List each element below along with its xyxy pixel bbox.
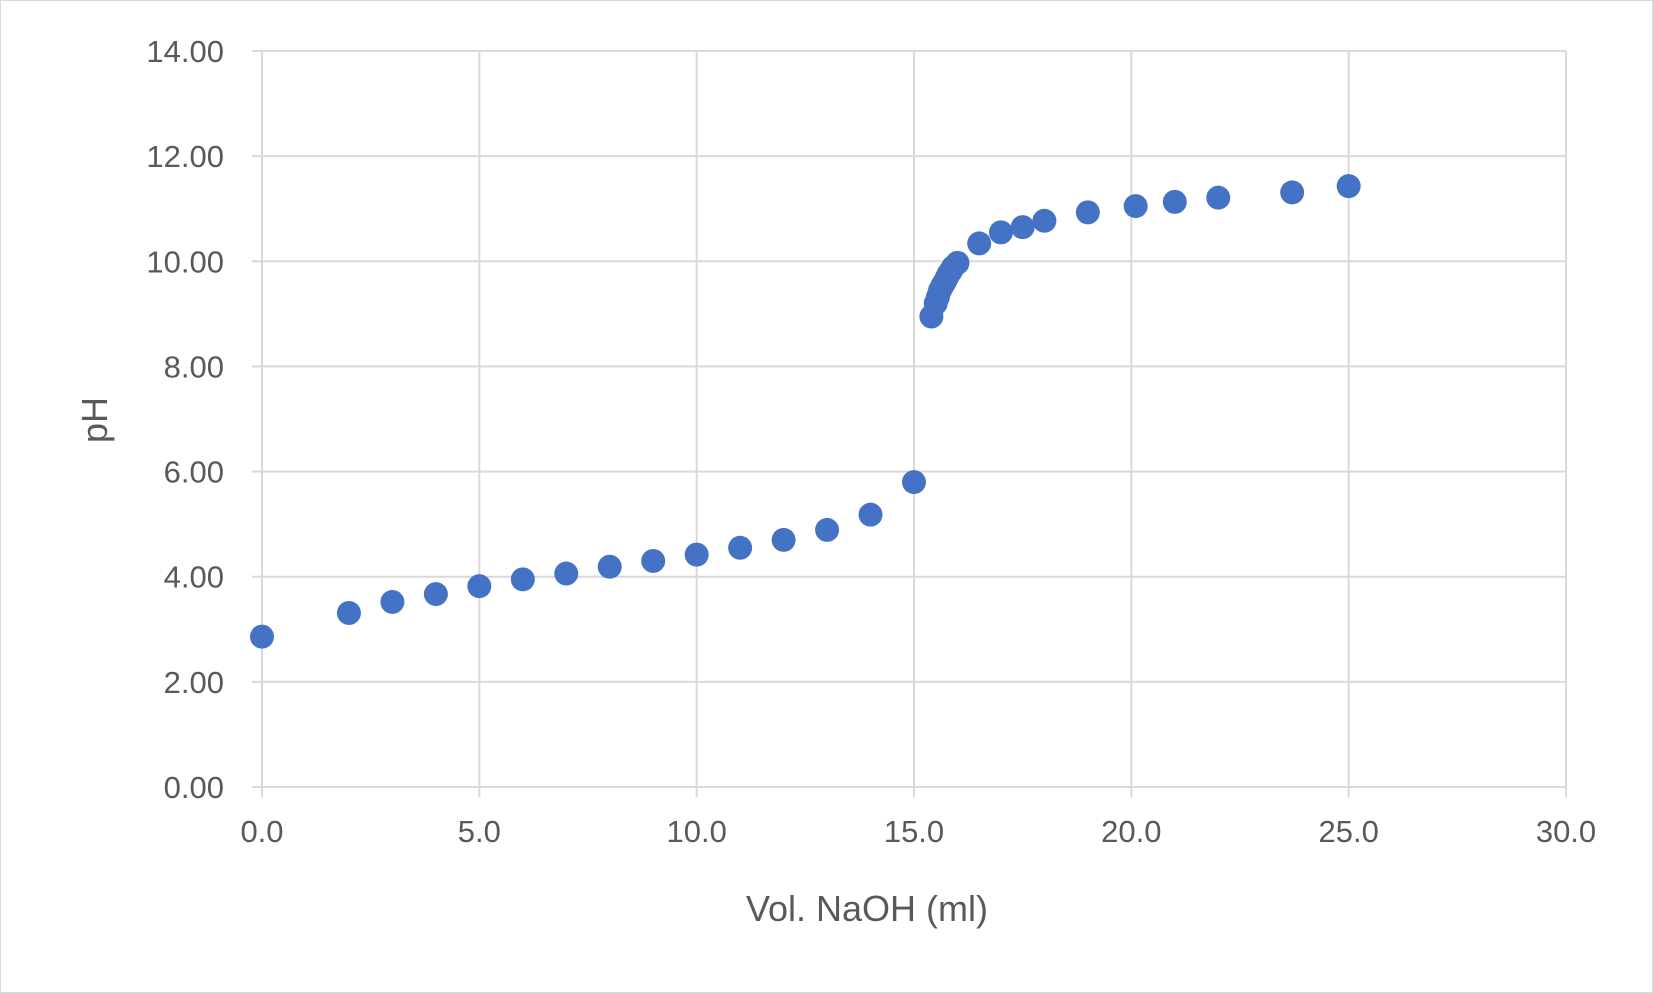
y-tick-label: 4.00 <box>164 560 224 595</box>
x-axis-title: Vol. NaOH (ml) <box>746 888 988 929</box>
data-point <box>1075 200 1100 225</box>
data-point <box>380 589 405 614</box>
data-point <box>641 548 666 573</box>
y-tick-label: 6.00 <box>164 455 224 490</box>
data-point <box>1336 174 1361 199</box>
data-point <box>728 535 753 560</box>
y-tick-label: 0.00 <box>164 770 224 805</box>
data-point <box>467 574 492 599</box>
data-point <box>815 517 840 542</box>
data-point <box>336 600 361 625</box>
data-point <box>684 542 709 567</box>
tick-labels: 0.0 5.0 10.0 15.0 20.0 25.0 30.0 0.00 2.00 4.00 6.… <box>146 34 1596 849</box>
data-point <box>1010 215 1035 240</box>
x-tick-label: 10.0 <box>666 814 726 849</box>
axes <box>252 50 1567 797</box>
data-point <box>945 250 970 275</box>
y-axis-title: pH <box>74 397 115 443</box>
data-point <box>554 561 579 586</box>
data-point <box>1123 194 1148 219</box>
y-tick-label: 10.00 <box>146 244 224 279</box>
data-point <box>902 470 926 495</box>
y-tick-label: 12.00 <box>146 139 224 174</box>
y-tick-label: 8.00 <box>164 349 224 384</box>
x-tick-label: 5.0 <box>458 814 501 849</box>
data-point <box>1206 185 1231 210</box>
x-tick-label: 25.0 <box>1318 814 1378 849</box>
data-point <box>250 624 274 649</box>
data-point <box>771 527 796 552</box>
data-points <box>250 174 1361 649</box>
x-tick-label: 20.0 <box>1101 814 1161 849</box>
gridlines <box>261 50 1567 788</box>
y-tick-label: 14.00 <box>146 34 224 69</box>
data-point <box>1162 189 1187 214</box>
data-point <box>423 582 448 607</box>
data-point <box>597 554 622 579</box>
data-point <box>988 220 1013 245</box>
data-point <box>858 502 883 527</box>
data-point <box>510 567 535 592</box>
data-point <box>967 231 992 256</box>
data-point <box>1032 208 1057 233</box>
x-tick-label: 30.0 <box>1536 814 1596 849</box>
y-tick-label: 2.00 <box>164 665 224 700</box>
data-point <box>1280 180 1305 205</box>
x-tick-label: 15.0 <box>884 814 944 849</box>
x-tick-label: 0.0 <box>240 814 283 849</box>
